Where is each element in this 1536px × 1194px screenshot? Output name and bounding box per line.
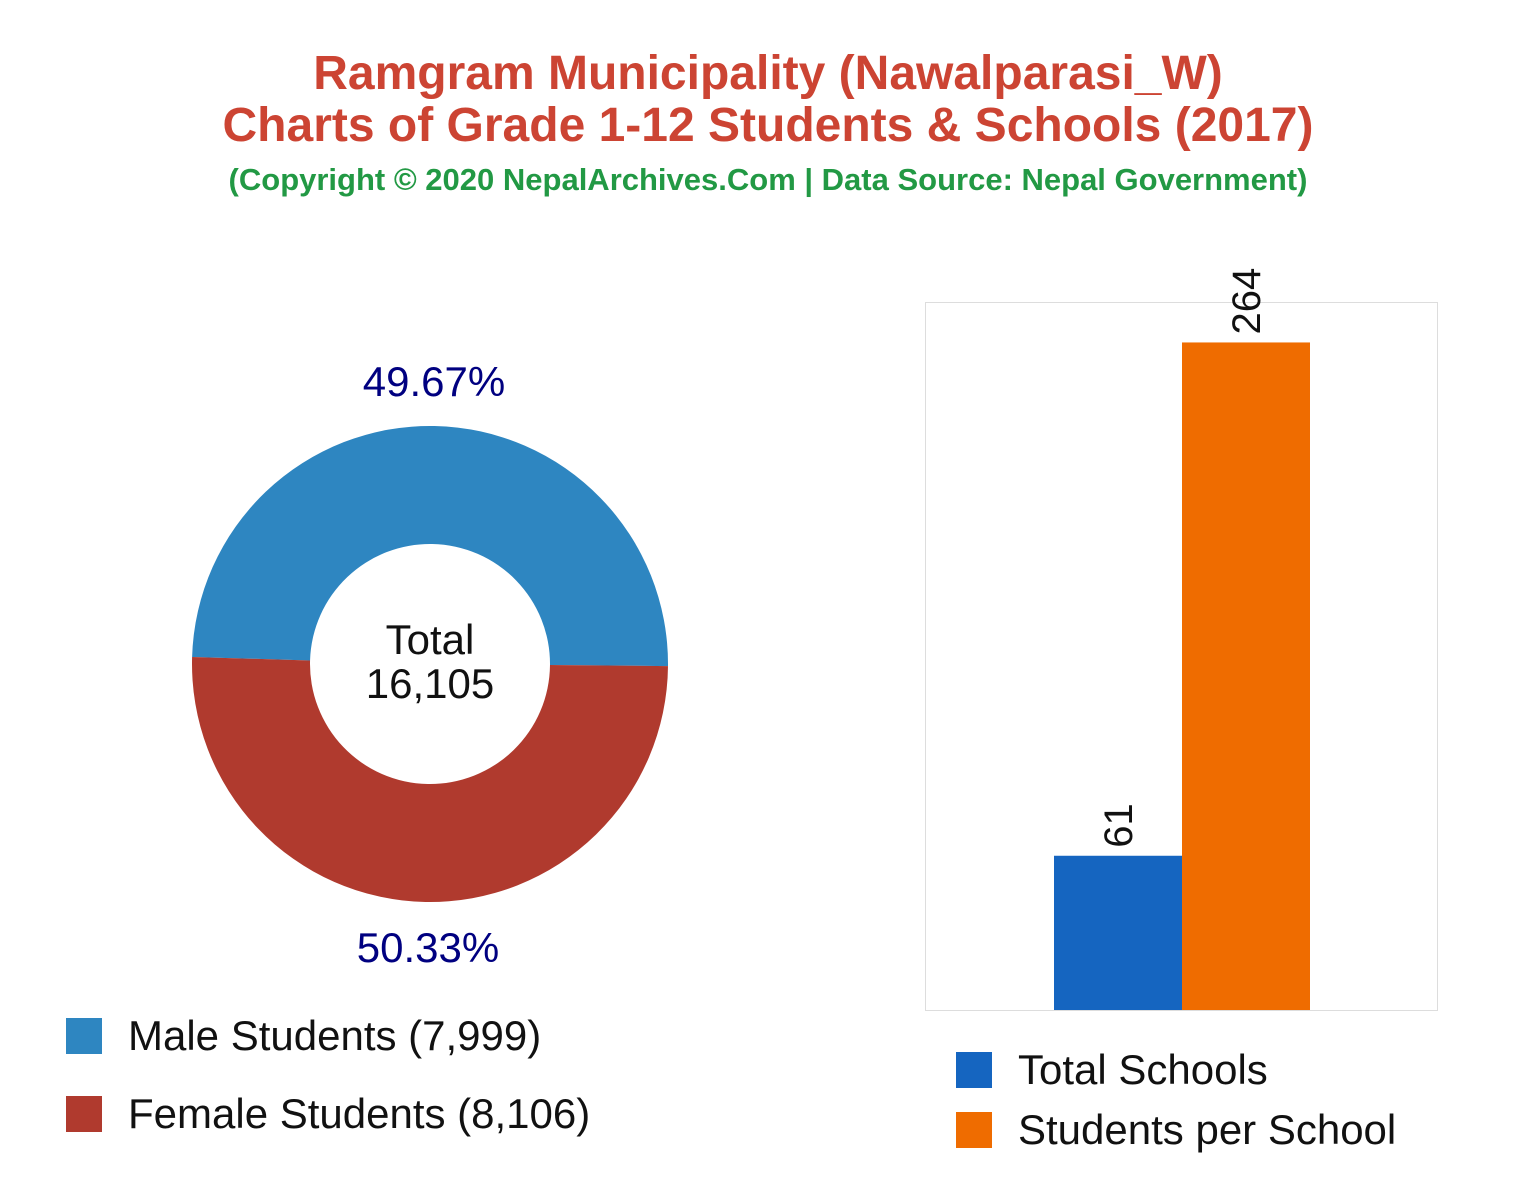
bar-students-per-school	[1182, 342, 1310, 1010]
donut-slice-male	[192, 425, 669, 667]
legend-swatch-students-per-school	[956, 1112, 992, 1148]
legend-swatch-total-schools	[956, 1052, 992, 1088]
legend-item-male: Male Students (7,999)	[66, 1012, 541, 1060]
legend-item-female: Female Students (8,106)	[66, 1090, 590, 1138]
legend-label-students-per-school: Students per School	[1018, 1106, 1397, 1153]
donut-slice-female	[192, 656, 668, 902]
legend-item-total-schools: Total Schools	[956, 1046, 1268, 1094]
legend-label-male: Male Students (7,999)	[128, 1012, 542, 1059]
donut-center-value: 16,105	[366, 660, 494, 707]
legend-item-students-per-school: Students per School	[956, 1106, 1396, 1154]
donut-center-label: Total	[386, 616, 475, 663]
legend-label-total-schools: Total Schools	[1018, 1046, 1268, 1093]
chart-title: Ramgram Municipality (Nawalparasi_W)	[313, 47, 1223, 100]
copyright-note: (Copyright © 2020 NepalArchives.Com | Da…	[228, 162, 1308, 197]
female-percent-label: 50.33%	[357, 924, 499, 971]
legend-swatch-male	[66, 1018, 102, 1054]
male-percent-label: 49.67%	[363, 358, 505, 405]
chart-subtitle: Charts of Grade 1-12 Students & Schools …	[222, 99, 1314, 152]
legend-label-female: Female Students (8,106)	[128, 1090, 591, 1137]
bar-total-schools	[1054, 855, 1182, 1010]
bar-value-label: 61	[1097, 803, 1141, 848]
bar-chart: 61 264	[1054, 268, 1310, 1010]
bar-value-label: 264	[1225, 268, 1269, 335]
legend-swatch-female	[66, 1096, 102, 1132]
donut-chart	[192, 425, 669, 902]
